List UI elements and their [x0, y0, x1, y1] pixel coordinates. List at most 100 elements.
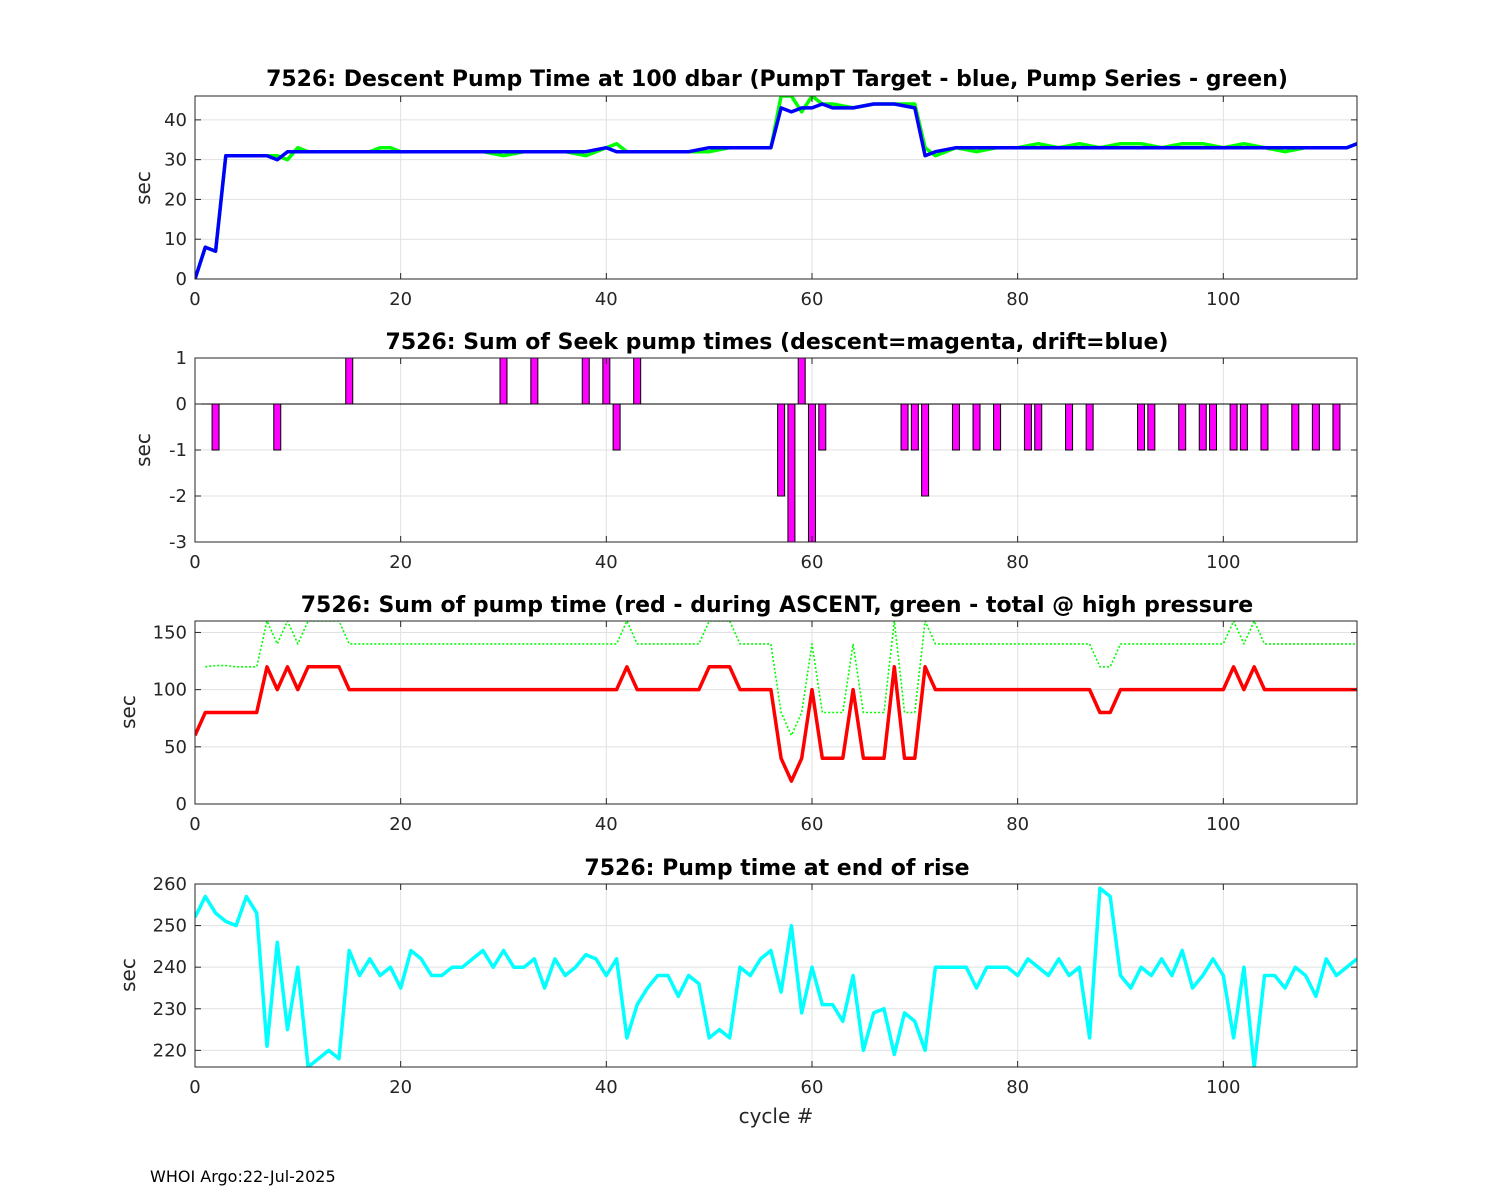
descent-pump-time-chart: 0 20 40 60 80 100 0 10 20 30 40 7526: Descent Pump … [131, 67, 1358, 310]
bar [951, 403, 960, 451]
x-tick-label: 0 [189, 289, 200, 310]
bar [1085, 403, 1094, 451]
y-tick-label: 260 [153, 874, 187, 895]
bar [1198, 403, 1207, 451]
bar [612, 403, 621, 451]
x-tick-label: 80 [1006, 289, 1029, 310]
x-tick-label: 80 [1006, 1077, 1029, 1098]
x-tick-label: 100 [1206, 1077, 1240, 1098]
bar [1137, 403, 1146, 451]
bar [1023, 403, 1032, 451]
bar [1239, 403, 1248, 451]
bar [921, 403, 930, 497]
x-tick-label: 80 [1006, 814, 1029, 835]
x-tick-label: 20 [389, 814, 412, 835]
y-tick-label: 230 [153, 999, 187, 1020]
series-group [195, 886, 1357, 1067]
x-tick-label: 20 [389, 552, 412, 573]
bar [602, 358, 611, 405]
bar [211, 403, 220, 451]
series-group [195, 96, 1357, 279]
y-axis-label: sec [131, 171, 155, 205]
y-tick-label: -1 [169, 440, 187, 461]
bar [1209, 403, 1218, 451]
end-of-rise-chart: 0 20 40 60 80 100 220 230 240 250 260 7526: Pump ti… [116, 856, 1358, 1128]
x-tick-label: 20 [389, 289, 412, 310]
y-tick-label: 150 [153, 622, 187, 643]
bar [273, 403, 282, 451]
y-axis-label: sec [116, 695, 140, 729]
bar [633, 358, 642, 405]
y-axis-label: sec [116, 958, 140, 992]
chart-title: 7526: Descent Pump Time at 100 dbar (Pum… [266, 67, 1288, 92]
series-line [195, 665, 1357, 783]
y-tick-label: -2 [169, 486, 187, 507]
chart-title: 7526: Sum of pump time (red - during ASC… [301, 593, 1253, 618]
bar [787, 403, 796, 542]
y-tick-label: 0 [176, 269, 187, 290]
chart-title: 7526: Sum of Seek pump times (descent=ma… [386, 330, 1169, 355]
seek-pump-times-chart: 0 20 40 60 80 100 1 0 -1 -2 -3 7526: Sum of Seek pu… [131, 330, 1358, 573]
bar [499, 358, 508, 405]
bar [1034, 403, 1043, 451]
x-tick-label: 40 [595, 289, 618, 310]
bar [972, 403, 981, 451]
bar [530, 358, 539, 405]
bar [1229, 403, 1238, 451]
bar [1178, 403, 1187, 451]
axes-frame [194, 95, 1358, 280]
bar [1332, 403, 1341, 451]
sum-pump-time-chart: 0 20 40 60 80 100 0 50 100 150 7526: Sum of pump t… [116, 593, 1358, 835]
x-tick-label: 80 [1006, 552, 1029, 573]
x-tick-label: 0 [189, 552, 200, 573]
series-line [205, 621, 1357, 737]
bar [581, 358, 590, 405]
x-tick-label: 100 [1206, 552, 1240, 573]
y-tick-label: -3 [169, 532, 187, 553]
y-tick-label: 30 [164, 150, 187, 171]
x-tick-label: 40 [595, 1077, 618, 1098]
x-tick-label: 20 [389, 1077, 412, 1098]
y-tick-label: 20 [164, 189, 187, 210]
bar [345, 358, 354, 405]
bar [1291, 403, 1300, 451]
bar [797, 358, 806, 405]
series-group [195, 358, 1357, 542]
y-tick-label: 40 [164, 110, 187, 131]
x-tick-label: 100 [1206, 814, 1240, 835]
bar [1065, 403, 1074, 451]
x-tick-label: 40 [595, 552, 618, 573]
y-tick-label: 0 [176, 794, 187, 815]
bar [1260, 403, 1269, 451]
x-tick-label: 60 [801, 814, 824, 835]
x-tick-label: 60 [801, 1077, 824, 1098]
footer-label: WHOI Argo:22-Jul-2025 [150, 1167, 336, 1186]
y-tick-label: 240 [153, 957, 187, 978]
bar [1311, 403, 1320, 451]
y-tick-label: 50 [164, 737, 187, 758]
x-tick-label: 0 [189, 1077, 200, 1098]
bar [1147, 403, 1156, 451]
y-tick-label: 100 [153, 680, 187, 701]
axes-frame [194, 883, 1358, 1068]
y-axis-label: sec [131, 433, 155, 467]
y-tick-label: 0 [176, 394, 187, 415]
x-tick-label: 60 [801, 289, 824, 310]
x-tick-label: 100 [1206, 289, 1240, 310]
series-group [195, 621, 1357, 783]
chart-title: 7526: Pump time at end of rise [584, 856, 969, 881]
y-tick-label: 10 [164, 229, 187, 250]
x-tick-label: 0 [189, 814, 200, 835]
bar [900, 403, 909, 451]
series-line [195, 886, 1357, 1067]
x-tick-label: 60 [801, 552, 824, 573]
series-line [195, 102, 1357, 279]
axes-frame [194, 620, 1358, 805]
bar [993, 403, 1002, 451]
bar [777, 403, 786, 497]
bar [818, 403, 827, 451]
y-tick-label: 220 [153, 1040, 187, 1061]
x-axis-label: cycle # [739, 1104, 814, 1128]
x-tick-label: 40 [595, 814, 618, 835]
bar [807, 403, 816, 542]
